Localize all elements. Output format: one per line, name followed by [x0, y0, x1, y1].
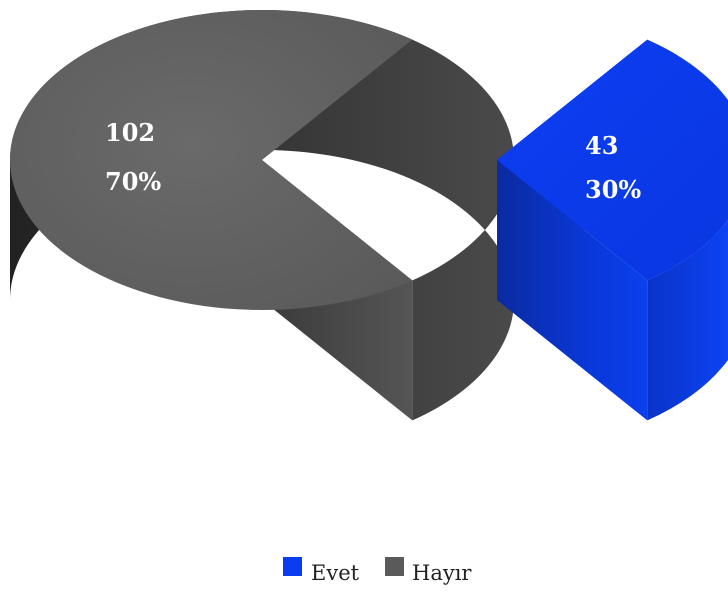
slice-wall-evet: [647, 219, 728, 421]
pie-data-labels: 102 70% 43 30%: [105, 118, 641, 204]
legend-label-hayir: Hayır: [412, 561, 472, 585]
legend-swatch-hayir: [385, 557, 404, 576]
slice-cut-face-end-evet: [497, 160, 648, 421]
slice-percent-label-evet: 30%: [585, 175, 641, 204]
legend-swatch-evet: [283, 557, 302, 576]
slice-percent-label-hayir: 70%: [105, 167, 161, 196]
slice-top-evet: [497, 39, 728, 281]
legend: Evet Hayır: [283, 557, 472, 585]
slice-value-label-evet: 43: [585, 131, 618, 160]
legend-label-evet: Evet: [311, 561, 360, 585]
slice-top-hayir: [10, 10, 413, 310]
slice-value-label-hayir: 102: [105, 118, 155, 147]
pie-slices: [10, 10, 728, 421]
